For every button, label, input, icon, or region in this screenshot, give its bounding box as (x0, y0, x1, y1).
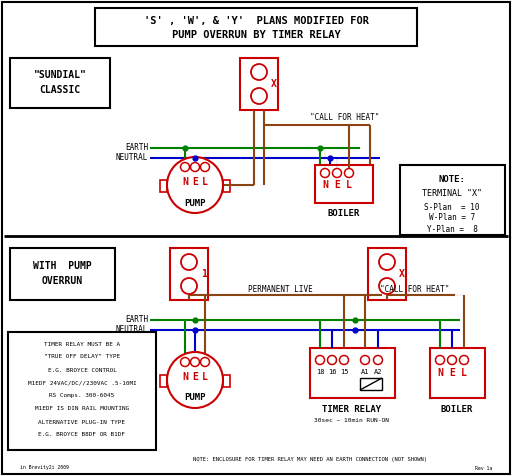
Text: PUMP OVERRUN BY TIMER RELAY: PUMP OVERRUN BY TIMER RELAY (172, 30, 340, 40)
Circle shape (321, 169, 330, 178)
Bar (400, 165, 505, 235)
Circle shape (379, 278, 395, 294)
Circle shape (315, 356, 325, 365)
Circle shape (339, 356, 349, 365)
Bar (430, 348, 485, 398)
Bar (95, 8, 417, 46)
Circle shape (328, 356, 336, 365)
Text: M1EDF IS DIN RAIL MOUNTING: M1EDF IS DIN RAIL MOUNTING (35, 407, 129, 411)
Text: 16: 16 (328, 369, 336, 375)
Text: A1: A1 (361, 369, 369, 375)
Text: OVERRUN: OVERRUN (41, 276, 82, 286)
Text: X: X (399, 269, 405, 279)
Text: E: E (192, 177, 198, 187)
Bar (360, 378, 382, 390)
Bar (310, 348, 395, 398)
Circle shape (181, 357, 189, 367)
Circle shape (436, 356, 444, 365)
Circle shape (360, 356, 370, 365)
Text: "SUNDIAL": "SUNDIAL" (34, 70, 87, 80)
Text: NOTE:: NOTE: (439, 175, 465, 184)
Circle shape (459, 356, 468, 365)
Text: BOILER: BOILER (441, 406, 473, 415)
Text: L: L (461, 368, 467, 378)
Text: L: L (202, 372, 208, 382)
Text: "TRUE OFF DELAY" TYPE: "TRUE OFF DELAY" TYPE (44, 355, 120, 359)
Circle shape (379, 254, 395, 270)
Text: TERMINAL "X": TERMINAL "X" (422, 188, 482, 198)
Text: E: E (192, 372, 198, 382)
Bar (240, 58, 278, 110)
Text: "CALL FOR HEAT": "CALL FOR HEAT" (380, 286, 450, 295)
Circle shape (332, 169, 342, 178)
Text: W-Plan = 7: W-Plan = 7 (429, 214, 475, 222)
Bar (10, 58, 110, 108)
Text: EARTH: EARTH (125, 143, 148, 152)
Text: "CALL FOR HEAT": "CALL FOR HEAT" (310, 113, 379, 122)
Text: Rev 1a: Rev 1a (475, 466, 492, 470)
Bar (223, 180, 230, 192)
Text: CLASSIC: CLASSIC (39, 85, 80, 95)
Text: NEUTRAL: NEUTRAL (116, 326, 148, 335)
Text: 15: 15 (340, 369, 348, 375)
Text: NEUTRAL: NEUTRAL (116, 153, 148, 162)
Text: E.G. BROYCE B8DF OR B1DF: E.G. BROYCE B8DF OR B1DF (38, 433, 125, 437)
Text: TIMER RELAY: TIMER RELAY (323, 406, 381, 415)
Text: PERMANENT LIVE: PERMANENT LIVE (248, 286, 312, 295)
Text: 30sec ~ 10min RUN-ON: 30sec ~ 10min RUN-ON (314, 417, 390, 423)
Text: 18: 18 (316, 369, 324, 375)
Text: 'S' , 'W', & 'Y'  PLANS MODIFIED FOR: 'S' , 'W', & 'Y' PLANS MODIFIED FOR (143, 16, 369, 26)
Text: EARTH: EARTH (125, 316, 148, 325)
Circle shape (447, 356, 457, 365)
Text: WITH  PUMP: WITH PUMP (33, 261, 91, 271)
Bar (10, 248, 115, 300)
Text: N: N (182, 372, 188, 382)
Bar (223, 375, 230, 387)
Text: TIMER RELAY MUST BE A: TIMER RELAY MUST BE A (44, 341, 120, 347)
Text: N: N (437, 368, 443, 378)
Text: E.G. BROYCE CONTROL: E.G. BROYCE CONTROL (48, 367, 116, 373)
Text: PUMP: PUMP (184, 394, 206, 403)
Bar (160, 180, 167, 192)
Text: L: L (202, 177, 208, 187)
Text: Y-Plan =  8: Y-Plan = 8 (426, 225, 477, 234)
Text: X: X (271, 79, 277, 89)
Text: E: E (449, 368, 455, 378)
Circle shape (201, 357, 209, 367)
Circle shape (345, 169, 353, 178)
Circle shape (167, 352, 223, 408)
Circle shape (167, 157, 223, 213)
Text: ALTERNATIVE PLUG-IN TYPE: ALTERNATIVE PLUG-IN TYPE (38, 419, 125, 425)
Circle shape (251, 88, 267, 104)
Circle shape (181, 162, 189, 171)
Bar (160, 375, 167, 387)
Circle shape (181, 278, 197, 294)
Bar (315, 165, 373, 203)
Circle shape (373, 356, 382, 365)
Bar (170, 248, 208, 300)
Bar (368, 248, 406, 300)
Circle shape (251, 64, 267, 80)
Text: NOTE: ENCLOSURE FOR TIMER RELAY MAY NEED AN EARTH CONNECTION (NOT SHOWN): NOTE: ENCLOSURE FOR TIMER RELAY MAY NEED… (193, 457, 427, 463)
Text: PUMP: PUMP (184, 198, 206, 208)
Text: M1EDF 24VAC/DC//230VAC .5-10MI: M1EDF 24VAC/DC//230VAC .5-10MI (28, 380, 136, 386)
Text: N: N (322, 180, 328, 190)
Text: E: E (334, 180, 340, 190)
Circle shape (190, 357, 200, 367)
Circle shape (201, 162, 209, 171)
Text: N: N (182, 177, 188, 187)
Text: L: L (346, 180, 352, 190)
Text: BOILER: BOILER (328, 208, 360, 218)
Text: A2: A2 (374, 369, 382, 375)
Circle shape (190, 162, 200, 171)
Text: 1: 1 (201, 269, 207, 279)
Bar (8, 332, 156, 450)
Text: S-Plan  = 10: S-Plan = 10 (424, 202, 480, 211)
Text: in Brevity2i 2009: in Brevity2i 2009 (20, 466, 69, 470)
Text: RS Comps. 300-6045: RS Comps. 300-6045 (49, 394, 115, 398)
Circle shape (181, 254, 197, 270)
